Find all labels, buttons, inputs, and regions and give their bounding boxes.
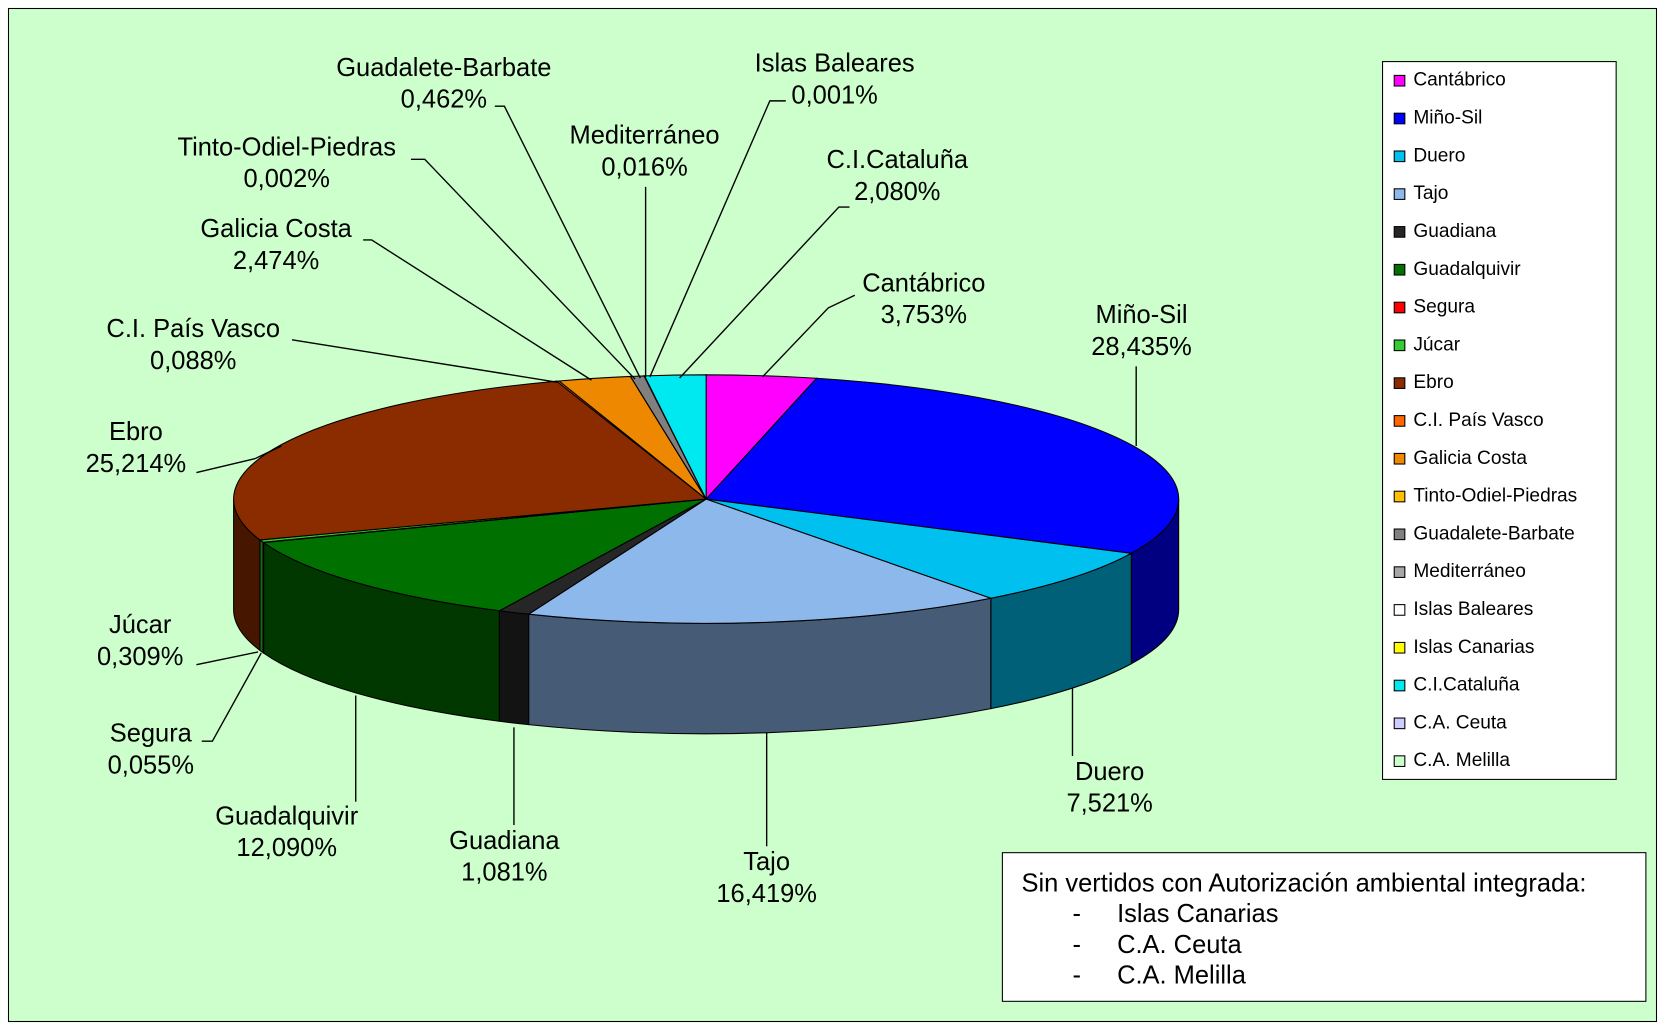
data-label: 12,090% <box>236 834 337 862</box>
leader-line <box>196 651 259 666</box>
data-label-name: Duero <box>1075 758 1144 786</box>
slice-side <box>498 610 530 726</box>
legend-swatch <box>1393 452 1406 465</box>
leader-line <box>201 652 262 742</box>
data-label-name: Guadalete-Barbate <box>336 54 551 82</box>
leader-line <box>679 206 850 379</box>
leader-line <box>761 294 856 378</box>
legend-swatch <box>1393 226 1406 238</box>
legend-swatch <box>1393 717 1406 730</box>
data-label: 16,419% <box>716 880 817 908</box>
legend-label: Duero <box>1413 145 1465 166</box>
legend-label: Guadalete-Barbate <box>1413 523 1574 544</box>
note-item: C.A. Melilla <box>1117 962 1247 990</box>
legend-swatch <box>1393 263 1406 276</box>
leader-line <box>410 158 636 380</box>
legend-label: Tajo <box>1413 183 1448 204</box>
data-label-name: C.I.Cataluña <box>826 146 968 174</box>
data-label-name: Guadalquivir <box>215 802 359 830</box>
data-label: 0,309% <box>97 643 183 671</box>
data-label: 0,002% <box>244 165 330 193</box>
legend-label: Cantábrico <box>1413 70 1505 91</box>
legend-label: Islas Canarias <box>1413 637 1534 658</box>
legend-swatch <box>1393 188 1406 200</box>
slice <box>262 498 707 612</box>
data-label-name: Islas Baleares <box>755 50 915 78</box>
data-label: 2,474% <box>233 247 319 275</box>
data-label-name: Galicia Costa <box>200 215 352 243</box>
legend-swatch <box>1393 301 1406 314</box>
leader-line <box>649 100 786 378</box>
data-label: 0,055% <box>108 751 194 779</box>
data-label-name: Tajo <box>743 848 790 876</box>
legend-swatch <box>1393 566 1406 578</box>
data-label: 28,435% <box>1091 333 1192 361</box>
legend-box <box>1382 61 1617 780</box>
leader-line <box>291 339 558 383</box>
data-label: 1,081% <box>461 859 547 887</box>
slice <box>705 377 1180 554</box>
note-box <box>1001 852 1647 1002</box>
note-title: Sin vertidos con Autorización ambiental … <box>1022 869 1587 897</box>
legend-swatch <box>1393 490 1406 503</box>
legend-swatch <box>1393 339 1406 352</box>
data-label: 0,016% <box>601 154 687 182</box>
note-bullet: - <box>1072 900 1080 928</box>
legend-label: Mediterráneo <box>1413 561 1526 582</box>
legend-swatch <box>1393 641 1406 654</box>
legend-label: C.A. Ceuta <box>1413 712 1507 733</box>
note-bullet: - <box>1072 962 1080 990</box>
legend-label: C.I. País Vasco <box>1413 410 1543 431</box>
legend-swatch <box>1393 679 1406 692</box>
legend-swatch <box>1393 112 1406 125</box>
data-label-name: Júcar <box>109 611 172 639</box>
slice <box>705 498 1133 599</box>
legend-label: Ebro <box>1413 372 1453 393</box>
legend-label: Guadalquivir <box>1413 259 1521 280</box>
data-label-name: Tinto-Odiel-Piedras <box>177 133 395 161</box>
legend-swatch <box>1393 604 1406 616</box>
data-label: 25,214% <box>86 450 187 478</box>
legend-swatch <box>1393 415 1406 427</box>
legend-label: Miño-Sil <box>1413 108 1482 129</box>
legend-label: C.A. Melilla <box>1413 750 1510 771</box>
data-label-name: Ebro <box>109 418 163 446</box>
legend-label: Tinto-Odiel-Piedras <box>1413 486 1577 507</box>
data-label: 3,753% <box>881 301 967 329</box>
legend-label: Júcar <box>1413 334 1460 355</box>
data-label-name: Mediterráneo <box>570 122 720 150</box>
note-item: Islas Canarias <box>1117 900 1278 928</box>
data-label-name: C.I. País Vasco <box>106 315 280 343</box>
data-label: 0,462% <box>401 86 487 114</box>
note-item: C.A. Ceuta <box>1117 931 1242 959</box>
legend-swatch <box>1393 528 1406 541</box>
legend-label: Guadiana <box>1413 221 1496 242</box>
legend-label: Galicia Costa <box>1413 448 1527 469</box>
note-bullet: - <box>1072 931 1080 959</box>
legend-label: C.I.Cataluña <box>1413 675 1520 696</box>
slice <box>643 374 707 500</box>
data-label: 0,001% <box>791 81 877 109</box>
legend-swatch <box>1393 74 1406 87</box>
data-label: 0,088% <box>150 347 236 375</box>
data-label-name: Miño-Sil <box>1096 301 1188 329</box>
leader-line <box>363 239 592 381</box>
legend-swatch <box>1393 755 1406 767</box>
slice <box>527 498 993 624</box>
leader-line <box>196 445 282 474</box>
leader-line <box>494 105 641 379</box>
data-label: 2,080% <box>854 178 940 206</box>
data-label-name: Guadiana <box>449 827 560 855</box>
data-label-name: Cantábrico <box>862 269 985 297</box>
legend-label: Segura <box>1413 297 1475 318</box>
legend-swatch <box>1393 377 1406 389</box>
legend-label: Islas Baleares <box>1413 599 1533 620</box>
legend-swatch <box>1393 150 1406 163</box>
data-label: 7,521% <box>1066 790 1152 818</box>
data-label-name: Segura <box>110 720 193 748</box>
slice <box>233 380 708 541</box>
